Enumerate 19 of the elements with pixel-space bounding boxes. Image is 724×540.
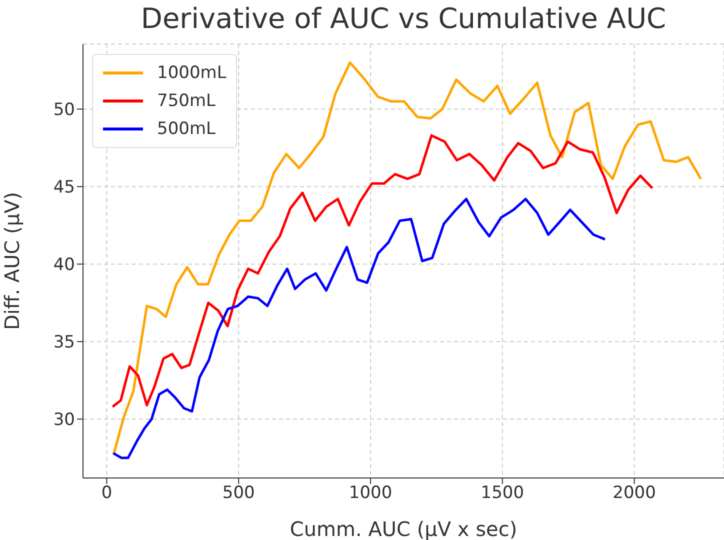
- line-series: [112, 61, 702, 456]
- y-tick-label: 45: [53, 178, 75, 198]
- x-tick-label: 2000: [612, 483, 656, 504]
- x-tick-label: 500: [222, 483, 255, 504]
- legend-label: 750mL: [157, 90, 216, 113]
- line-series: [112, 198, 606, 460]
- x-axis-title: Cumm. AUC (µV x sec): [290, 517, 518, 540]
- y-tick-label: 40: [53, 255, 75, 276]
- y-axis-title: Diff. AUC (µV): [0, 192, 24, 330]
- y-tick-label: 30: [53, 410, 75, 430]
- x-tick-label: 1500: [480, 483, 524, 504]
- line-series: [111, 134, 654, 408]
- x-tick-label: 1000: [348, 483, 392, 504]
- legend-label: 500mL: [157, 118, 216, 141]
- legend-label: 1000mL: [157, 62, 226, 85]
- y-tick-label: 50: [53, 100, 75, 120]
- chart-title: Derivative of AUC vs Cumulative AUC: [140, 2, 668, 35]
- y-tick-label: 35: [53, 332, 75, 353]
- x-tick-label: 0: [101, 483, 112, 504]
